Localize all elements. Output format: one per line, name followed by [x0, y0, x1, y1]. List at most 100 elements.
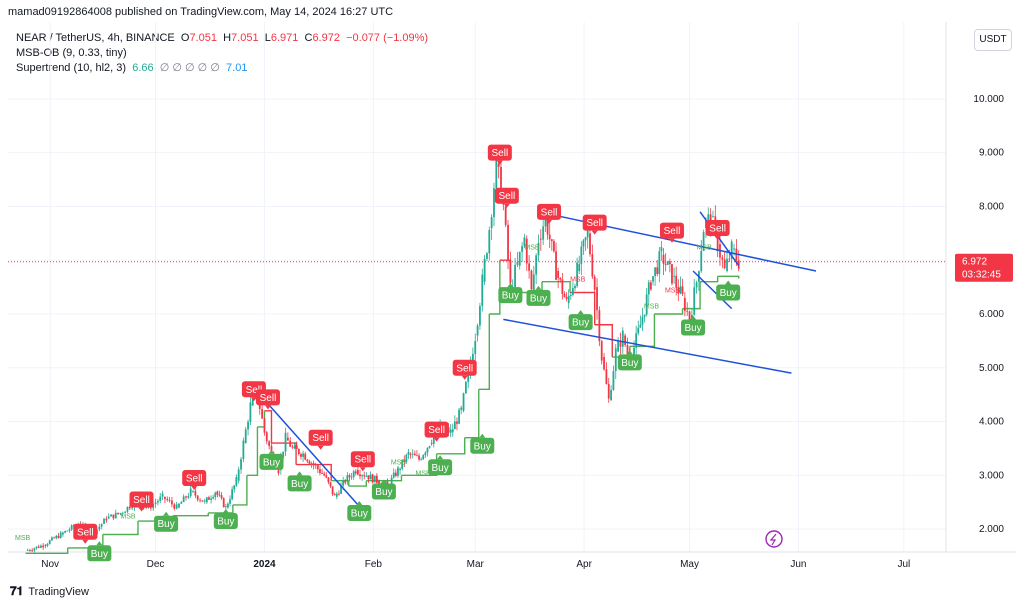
footer-brand: 𝟕𝟏 TradingView — [10, 584, 89, 599]
price-candle-body — [171, 500, 173, 505]
price-candle-body — [572, 288, 574, 295]
x-tick-label: Jun — [790, 559, 806, 570]
price-candle-body — [187, 496, 190, 498]
price-candle-body — [310, 463, 313, 464]
y-tick-label: 4.000 — [979, 417, 1004, 428]
sell-signal-label: Sell — [246, 385, 263, 396]
price-candle-body — [302, 453, 305, 457]
price-candle-body — [509, 260, 512, 283]
price-candle-body — [586, 229, 589, 238]
price-candle-body — [645, 294, 648, 315]
price-candle-body — [59, 532, 62, 538]
sell-signal-label: Sell — [260, 393, 277, 404]
price-candle-body — [707, 214, 710, 221]
buy-signal-pointer — [222, 509, 229, 514]
buy-signal-pointer — [437, 455, 444, 460]
lightning-icon — [769, 533, 777, 546]
sell-signal-badge — [494, 187, 519, 204]
price-candle-body — [35, 546, 38, 549]
price-candle-body — [201, 500, 204, 502]
price-candle-body — [308, 461, 311, 464]
price-candle-body — [673, 275, 675, 277]
price-candle-body — [654, 267, 657, 277]
buy-signal-pointer — [626, 350, 633, 355]
buy-signal-label: Buy — [263, 457, 280, 468]
price-candle-body — [537, 242, 540, 256]
price-candle-body — [666, 261, 669, 265]
msb-label: MSB — [391, 460, 407, 467]
trendline — [503, 318, 792, 374]
price-candle-body — [525, 238, 528, 264]
symbol-name[interactable]: NEAR / TetherUS, 4h, BINANCE — [16, 32, 175, 44]
price-candle-body — [33, 548, 36, 551]
price-candle-body — [409, 453, 412, 455]
current-price-tag — [955, 253, 1013, 282]
price-candle-body — [222, 498, 225, 508]
supertrend-segment — [682, 281, 701, 310]
price-candle-body — [192, 490, 194, 492]
price-candle-body — [637, 327, 640, 334]
buy-signal-label: Buy — [91, 549, 108, 560]
indicator-supertrend[interactable]: Supertrend (10, hl2, 3) 6.66 ∅ ∅ ∅ ∅ ∅ 7… — [16, 61, 428, 76]
sell-signal-badge — [537, 203, 562, 220]
trendline — [699, 211, 740, 267]
buy-signal-label: Buy — [217, 517, 234, 528]
price-candle-body — [516, 262, 519, 265]
price-candle-body — [323, 473, 326, 476]
price-candle-body — [639, 324, 642, 328]
price-candle-body — [124, 511, 127, 513]
buy-signal-badge — [287, 475, 312, 492]
trendline — [692, 270, 733, 310]
x-tick-label: Dec — [147, 559, 165, 570]
indicator-msb-ob[interactable]: MSB-OB (9, 0.33, tiny) — [16, 46, 428, 61]
price-candle-body — [369, 474, 372, 480]
sell-signal-pointer — [250, 397, 257, 402]
supertrend-segment — [717, 275, 740, 279]
price-candle-body — [344, 480, 347, 483]
price-candle-body — [567, 296, 570, 304]
sell-signal-pointer — [317, 445, 324, 450]
price-candle-body — [458, 409, 460, 424]
price-candle-body — [251, 397, 254, 406]
sell-signal-badge — [182, 470, 207, 487]
supertrend-segment — [348, 480, 368, 487]
y-tick-label: 2.000 — [979, 524, 1004, 535]
sell-signal-label: Sell — [709, 223, 726, 234]
price-candle-body — [668, 261, 671, 265]
price-candle-body — [504, 206, 507, 225]
price-candle-body — [614, 348, 617, 372]
price-candle-body — [304, 453, 307, 460]
price-candle-body — [652, 276, 654, 282]
sell-signal-badge — [129, 491, 154, 508]
price-candle-body — [580, 246, 583, 264]
price-candle-body — [617, 340, 620, 352]
buy-signal-label: Buy — [157, 519, 174, 530]
buy-signal-badge — [154, 515, 179, 532]
price-candle-body — [335, 493, 338, 497]
price-candle-body — [103, 518, 105, 524]
indicator-msb-ob-label: MSB-OB (9, 0.33, tiny) — [16, 47, 127, 59]
price-candle-body — [180, 502, 183, 504]
buy-signal-label: Buy — [530, 293, 547, 304]
msb-label: MSB — [570, 277, 586, 284]
currency-button[interactable]: USDT — [974, 29, 1012, 51]
buy-signal-label: Buy — [502, 291, 519, 302]
price-candle-body — [48, 540, 51, 545]
price-candle-body — [576, 262, 579, 286]
price-candle-body — [178, 503, 180, 508]
x-tick-label: Apr — [576, 559, 592, 570]
price-candle-body — [342, 480, 345, 486]
sell-signal-badge — [452, 359, 477, 376]
low-label: L — [264, 32, 271, 44]
price-candle-body — [329, 482, 332, 487]
price-candle-body — [295, 445, 298, 449]
price-candle-body — [612, 371, 615, 390]
price-candle-body — [196, 495, 199, 500]
y-tick-label: 10.000 — [973, 94, 1004, 105]
price-candle-body — [432, 436, 435, 444]
price-candle-body — [528, 263, 531, 271]
buy-signal-pointer — [690, 315, 697, 320]
sell-signal-label: Sell — [186, 474, 203, 485]
supertrend-segment — [478, 314, 490, 390]
